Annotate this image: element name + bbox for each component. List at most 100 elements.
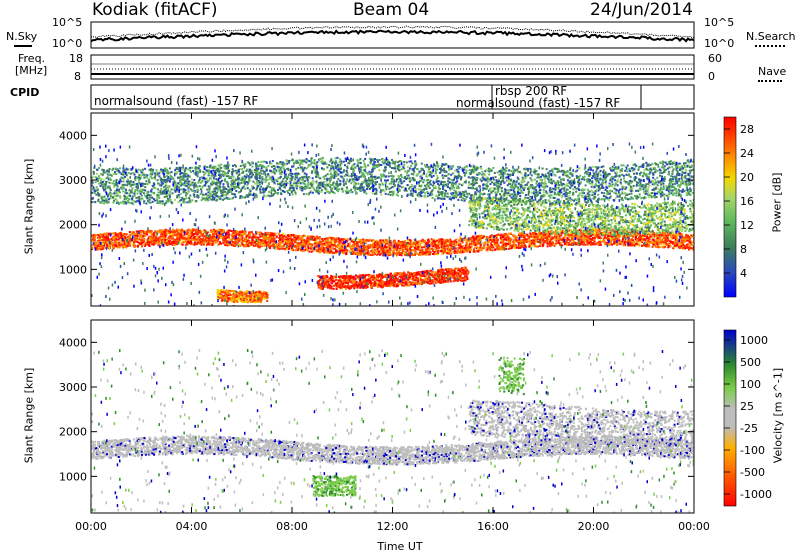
heatmap-cell (164, 232, 167, 235)
heatmap-cell (114, 232, 117, 234)
heatmap-cell (114, 234, 117, 236)
heatmap-cell (526, 238, 528, 241)
heatmap-cell (460, 251, 463, 254)
heatmap-cell (234, 245, 237, 247)
heatmap-cell (360, 249, 362, 252)
heatmap-cell (359, 274, 361, 277)
heatmap-cell (91, 244, 94, 247)
heatmap-cell (400, 277, 403, 279)
heatmap-cell (353, 276, 356, 279)
heatmap-cell (305, 239, 308, 242)
heatmap-cell (341, 280, 344, 283)
heatmap-cell (620, 241, 623, 243)
heatmap-cell (484, 242, 486, 245)
heatmap-cell (678, 244, 681, 247)
heatmap-cell (610, 241, 613, 244)
heatmap-cell (91, 247, 94, 249)
heatmap-cell (651, 241, 654, 244)
heatmap-cell (182, 235, 185, 238)
heatmap-cell (514, 245, 517, 248)
heatmap-cell (252, 241, 255, 243)
heatmap-cell (208, 243, 211, 246)
heatmap-cell (215, 238, 218, 241)
heatmap-cell (560, 231, 563, 234)
heatmap-cell (617, 233, 620, 236)
heatmap-cell (259, 239, 262, 241)
heatmap-cell (302, 249, 305, 252)
heatmap-cell (213, 228, 215, 231)
heatmap-cell (248, 232, 250, 235)
heatmap-cell (211, 244, 214, 246)
heatmap-cell (427, 238, 430, 241)
heatmap-cell (510, 247, 513, 250)
heatmap-cell (673, 236, 676, 239)
heatmap-cell (283, 243, 286, 246)
heatmap-cell (629, 234, 632, 237)
heatmap-cell (276, 248, 279, 250)
heatmap-cell (165, 233, 168, 236)
heatmap-cell (478, 247, 481, 249)
heatmap-cell (170, 235, 173, 238)
heatmap-cell (663, 233, 666, 236)
heatmap-cell (129, 242, 132, 245)
heatmap-cell (665, 237, 667, 240)
heatmap-cell (268, 239, 270, 242)
heatmap-cell (187, 240, 189, 243)
heatmap-cell (112, 246, 115, 249)
heatmap-cell (462, 279, 465, 282)
heatmap-cell (304, 240, 306, 243)
heatmap-cell (306, 248, 308, 251)
heatmap-cell (407, 245, 410, 248)
heatmap-cell (260, 240, 263, 243)
heatmap-cell (548, 230, 551, 233)
heatmap-cell (684, 240, 686, 243)
heatmap-cell (173, 234, 176, 237)
heatmap-cell (376, 251, 379, 254)
heatmap-cell (500, 236, 503, 238)
heatmap-cell (413, 253, 416, 256)
heatmap-cell (234, 231, 237, 234)
heatmap-cell (688, 248, 690, 251)
heatmap-cell (428, 247, 431, 250)
heatmap-cell (455, 241, 458, 243)
heatmap-cell (218, 236, 221, 239)
heatmap-cell (514, 237, 517, 240)
heatmap-cell (134, 236, 137, 239)
heatmap-cell (395, 244, 398, 247)
heatmap-cell (224, 243, 227, 246)
heatmap-cell (356, 243, 359, 246)
heatmap-cell (278, 247, 281, 250)
heatmap-cell (241, 234, 243, 237)
heatmap-cell (235, 243, 238, 246)
heatmap-cell (456, 249, 459, 252)
heatmap-cell (330, 287, 333, 290)
heatmap-cell (249, 231, 252, 234)
heatmap-cell (181, 240, 184, 243)
heatmap-cell (333, 280, 336, 283)
heatmap-cell (550, 236, 553, 239)
heatmap-cell (155, 230, 158, 233)
heatmap-cell (320, 240, 323, 243)
heatmap-cell (547, 235, 550, 238)
heatmap-cell (328, 250, 331, 253)
heatmap-cell (153, 240, 156, 243)
heatmap-cell (341, 243, 344, 246)
heatmap-cell (374, 249, 377, 252)
heatmap-cell (381, 241, 384, 244)
heatmap-cell (301, 237, 304, 240)
heatmap-cell (325, 247, 328, 250)
heatmap-cell (580, 242, 583, 245)
heatmap-cell (291, 246, 294, 249)
heatmap-cell (445, 245, 448, 248)
heatmap-cell (416, 243, 419, 245)
heatmap-cell (158, 231, 161, 234)
heatmap-cell (661, 240, 664, 243)
heatmap-cell (221, 231, 223, 234)
heatmap-cell (309, 247, 312, 250)
heatmap-cell (691, 241, 694, 244)
heatmap-cell (128, 231, 131, 233)
heatmap-cell (461, 272, 464, 275)
heatmap-cell (566, 232, 569, 235)
heatmap-cell (690, 244, 693, 246)
heatmap-cell (516, 246, 518, 249)
